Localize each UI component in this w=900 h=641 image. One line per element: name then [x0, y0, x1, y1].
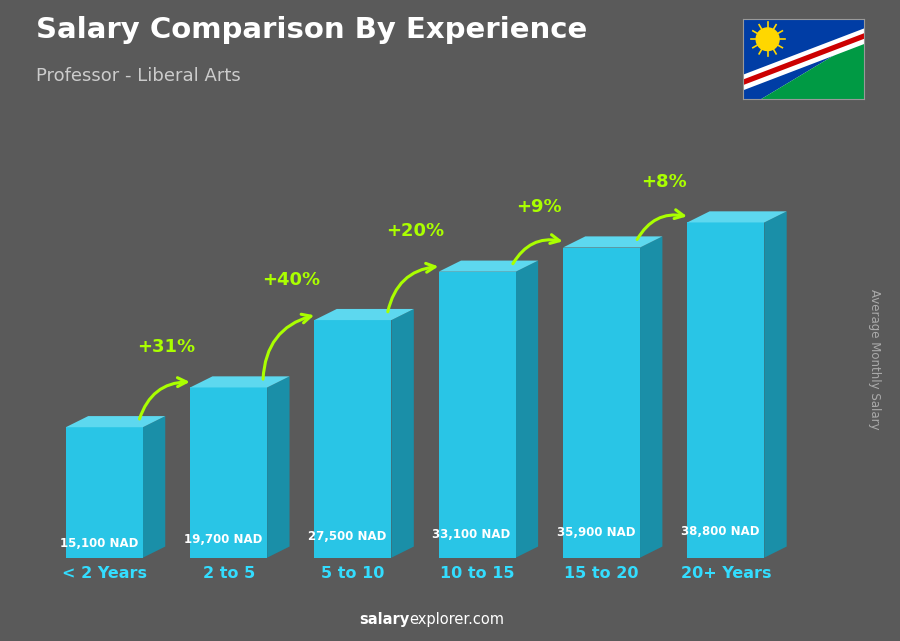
Text: salary: salary — [359, 612, 410, 627]
Polygon shape — [438, 261, 538, 272]
Text: +8%: +8% — [641, 173, 687, 191]
Polygon shape — [764, 212, 787, 558]
Text: explorer.com: explorer.com — [410, 612, 505, 627]
Text: 19,700 NAD: 19,700 NAD — [184, 533, 262, 545]
Text: 15,100 NAD: 15,100 NAD — [59, 537, 138, 550]
Text: Salary Comparison By Experience: Salary Comparison By Experience — [36, 16, 587, 44]
Polygon shape — [438, 272, 516, 558]
Polygon shape — [190, 387, 267, 558]
Polygon shape — [640, 237, 662, 558]
Polygon shape — [742, 33, 864, 85]
Text: 27,500 NAD: 27,500 NAD — [308, 530, 387, 544]
Polygon shape — [267, 376, 290, 558]
Circle shape — [755, 28, 779, 51]
Polygon shape — [688, 212, 787, 222]
Text: 33,100 NAD: 33,100 NAD — [433, 528, 510, 540]
Circle shape — [760, 32, 775, 46]
Polygon shape — [516, 261, 538, 558]
Polygon shape — [314, 309, 414, 320]
Polygon shape — [742, 28, 864, 90]
Polygon shape — [563, 247, 640, 558]
Text: +9%: +9% — [517, 198, 562, 216]
Polygon shape — [190, 376, 290, 387]
Text: +20%: +20% — [386, 222, 444, 240]
Text: 35,900 NAD: 35,900 NAD — [557, 526, 635, 539]
Text: Professor - Liberal Arts: Professor - Liberal Arts — [36, 67, 241, 85]
Polygon shape — [66, 427, 143, 558]
Polygon shape — [688, 222, 764, 558]
Polygon shape — [392, 309, 414, 558]
Polygon shape — [314, 320, 392, 558]
Polygon shape — [742, 37, 864, 99]
Polygon shape — [66, 416, 166, 427]
Text: Average Monthly Salary: Average Monthly Salary — [868, 288, 881, 429]
Text: +31%: +31% — [138, 338, 195, 356]
Text: 38,800 NAD: 38,800 NAD — [681, 524, 760, 538]
Text: +40%: +40% — [262, 271, 320, 288]
Polygon shape — [742, 19, 864, 99]
Polygon shape — [143, 416, 166, 558]
Polygon shape — [563, 237, 662, 247]
